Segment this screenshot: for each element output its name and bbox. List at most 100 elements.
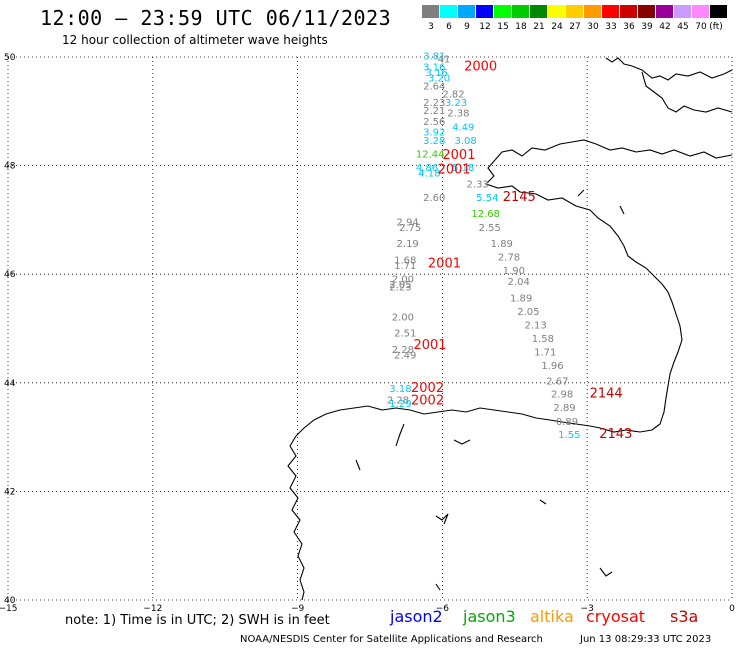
swh-label: 3.92 <box>423 128 445 139</box>
legend-label: 9 <box>464 22 470 32</box>
legend-swatch <box>674 5 691 18</box>
swh-label: 2.28 <box>387 395 409 406</box>
swh-label: 41 <box>438 54 451 65</box>
lon-tick-label: 0 <box>729 604 735 614</box>
pass-cycle-label: 2000 <box>464 60 497 75</box>
pass-cycle-label: 2001 <box>438 163 471 178</box>
lon-tick-label: −3 <box>581 604 594 614</box>
swh-label: 1.96 <box>541 361 563 372</box>
pass-cycle-label: 2001 <box>442 148 475 163</box>
swh-label: 3.16 <box>426 68 448 79</box>
pass-cycle-label: 2002 <box>411 381 444 396</box>
swh-label: 3.20 <box>428 73 450 84</box>
coastline-devon <box>641 71 733 113</box>
pass-cycle-label: 2144 <box>590 386 623 401</box>
lat-tick-label: 42 <box>4 487 15 497</box>
swh-label: 2.60 <box>423 193 445 204</box>
legend-swatch <box>620 5 637 18</box>
pass-cycle-label: 2143 <box>599 427 632 442</box>
swh-label: 1.90 <box>503 266 525 277</box>
graticule <box>7 56 733 601</box>
swh-label: 2.05 <box>517 307 539 318</box>
legend-label: 33 <box>605 22 617 32</box>
swh-label: 1.71 <box>394 261 416 272</box>
inland-feature <box>435 513 449 525</box>
swh-label: 2.67 <box>546 376 568 387</box>
page-subtitle: 12 hour collection of altimeter wave hei… <box>62 33 328 47</box>
swh-label: 2.00 <box>392 312 414 323</box>
inland-feature <box>577 189 585 197</box>
swh-label: 1.58 <box>532 334 554 345</box>
swh-label: 3.18 <box>389 384 411 395</box>
swh-label: 1.68 <box>394 255 416 266</box>
axis-ticks: −15 −12 −9 −6 −3 0 50 48 46 44 42 40 <box>0 53 735 614</box>
coastline-brittany-west <box>484 159 663 285</box>
swh-label: 2.75 <box>399 223 421 234</box>
satellite-s3a: s3a <box>670 607 699 626</box>
legend-swatch <box>422 5 439 18</box>
swh-label: 2.04 <box>508 277 530 288</box>
inland-feature <box>453 439 471 445</box>
lon-tick-label: −12 <box>143 604 162 614</box>
swh-label: 2.98 <box>551 389 573 400</box>
legend-label: 30 <box>587 22 599 32</box>
swh-label: 2.33 <box>467 179 489 190</box>
swh-label: 2.05 <box>389 280 411 291</box>
credit-timestamp: Jun 13 08:29:33 UTC 2023 <box>580 634 712 645</box>
swh-label: 3.28 <box>423 136 445 147</box>
swh-label: 2.13 <box>524 321 546 332</box>
swh-label: 3.81 <box>423 52 445 63</box>
satellite-altika: altika <box>530 607 574 626</box>
swh-label: 2.21 <box>423 106 445 117</box>
swh-label: 5.54 <box>476 193 498 204</box>
legend-swatch <box>710 5 727 18</box>
legend-label: 3 <box>428 22 434 32</box>
swh-label: 4.18 <box>418 168 440 179</box>
satellite-cryosat: cryosat <box>586 607 646 626</box>
coastline-spain-north <box>295 405 591 437</box>
legend-label: 15 <box>497 22 509 32</box>
satellite-jason3: jason3 <box>463 607 516 626</box>
inland-feature <box>539 499 547 505</box>
page-title: 12:00 – 23:59 UTC 06/11/2023 <box>40 6 392 30</box>
pass-cycle-label: 2002 <box>411 394 444 409</box>
swh-label: 2.55 <box>479 223 501 234</box>
legend-swatch <box>440 5 457 18</box>
swh-label: 1.89 <box>510 293 532 304</box>
legend-label: 39 <box>641 22 653 32</box>
swh-label: 4.49 <box>452 122 474 133</box>
legend-label: 24 <box>551 22 563 32</box>
swh-label: 2.23 <box>423 98 445 109</box>
inland-feature <box>395 423 405 447</box>
inland-feature <box>355 459 361 471</box>
satellite-jason2: jason2 <box>390 607 443 626</box>
pass-cycle-label: 2145 <box>503 190 536 205</box>
swh-label: 4.86 <box>416 163 438 174</box>
swh-label: 2.89 <box>553 403 575 414</box>
legend-label: 42 <box>659 22 671 32</box>
swh-label: 2.56 <box>423 117 445 128</box>
swh-label: 2.28 <box>392 345 414 356</box>
coastline-brittany <box>494 139 733 161</box>
legend-swatch <box>530 5 547 18</box>
legend-swatch <box>566 5 583 18</box>
swh-label: 1.89 <box>491 239 513 250</box>
pass-cycle-label: 2001 <box>428 257 461 272</box>
legend-label: 27 <box>569 22 581 32</box>
coastline-galicia <box>287 435 305 601</box>
swh-label: 2.94 <box>397 217 419 228</box>
legend-label: 36 <box>623 22 635 32</box>
footer-note: note: 1) Time is in UTC; 2) SWH is in fe… <box>65 613 330 628</box>
swh-label: 2.49 <box>394 350 416 361</box>
swh-label: 1.55 <box>558 430 580 441</box>
legend-label: 18 <box>515 22 527 32</box>
legend-label: 6 <box>446 22 452 32</box>
lat-tick-label: 48 <box>4 162 16 172</box>
pass-cycle-label: 2001 <box>413 338 446 353</box>
swh-label: 5.18 <box>452 163 474 174</box>
legend-swatch <box>548 5 565 18</box>
coastline <box>287 57 733 601</box>
swh-label: 2.38 <box>447 109 469 120</box>
inland-feature <box>619 205 625 215</box>
